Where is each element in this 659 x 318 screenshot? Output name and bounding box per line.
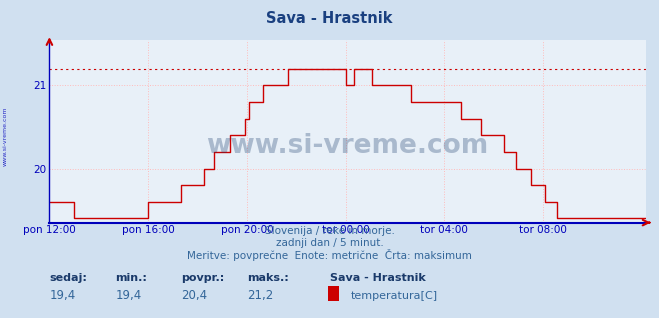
Text: Sava - Hrastnik: Sava - Hrastnik	[266, 11, 393, 26]
Text: Meritve: povprečne  Enote: metrične  Črta: maksimum: Meritve: povprečne Enote: metrične Črta:…	[187, 249, 472, 261]
Text: 20,4: 20,4	[181, 289, 208, 302]
Text: povpr.:: povpr.:	[181, 273, 225, 283]
Text: 21,2: 21,2	[247, 289, 273, 302]
Text: temperatura[C]: temperatura[C]	[351, 291, 438, 301]
Text: sedaj:: sedaj:	[49, 273, 87, 283]
Text: 19,4: 19,4	[115, 289, 142, 302]
Text: Sava - Hrastnik: Sava - Hrastnik	[330, 273, 425, 283]
Text: www.si-vreme.com: www.si-vreme.com	[206, 133, 489, 159]
Text: www.si-vreme.com: www.si-vreme.com	[3, 107, 8, 167]
Text: zadnji dan / 5 minut.: zadnji dan / 5 minut.	[275, 238, 384, 248]
Text: Slovenija / reke in morje.: Slovenija / reke in morje.	[264, 226, 395, 236]
Text: maks.:: maks.:	[247, 273, 289, 283]
Text: 19,4: 19,4	[49, 289, 76, 302]
Text: min.:: min.:	[115, 273, 147, 283]
